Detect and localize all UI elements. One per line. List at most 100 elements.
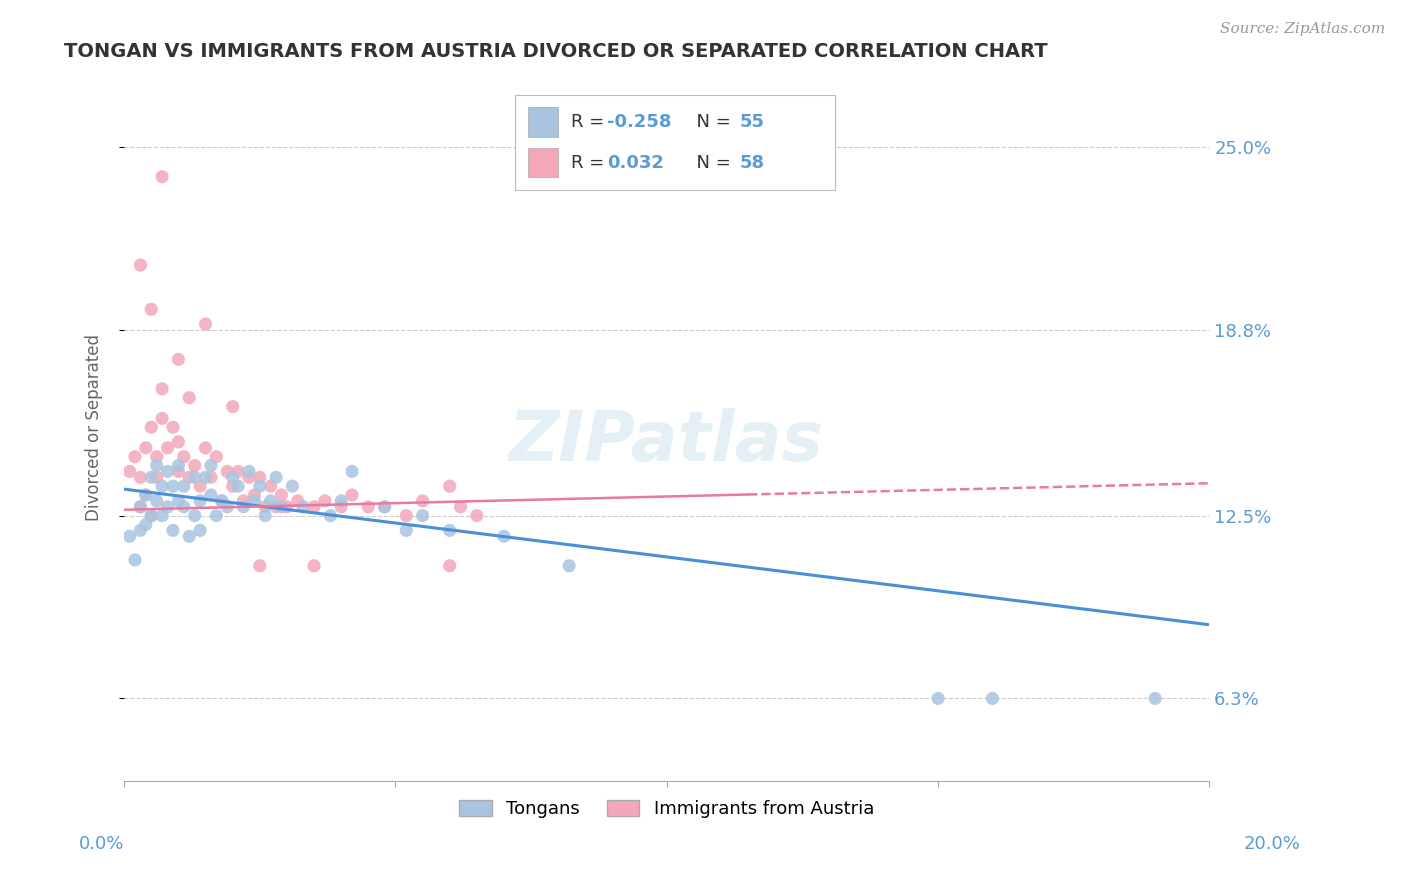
Bar — [527, 107, 558, 137]
Point — [357, 500, 380, 514]
Point — [141, 420, 163, 434]
Point — [302, 500, 325, 514]
Text: N =: N = — [685, 153, 737, 171]
Point — [232, 494, 254, 508]
Point — [217, 465, 239, 479]
Point — [124, 553, 146, 567]
Point — [374, 500, 396, 514]
Text: TONGAN VS IMMIGRANTS FROM AUSTRIA DIVORCED OR SEPARATED CORRELATION CHART: TONGAN VS IMMIGRANTS FROM AUSTRIA DIVORC… — [65, 42, 1047, 61]
Point — [173, 450, 195, 464]
Point — [188, 494, 211, 508]
Point — [150, 411, 173, 425]
Point — [249, 470, 271, 484]
Point — [150, 508, 173, 523]
Point — [150, 479, 173, 493]
Point — [167, 465, 190, 479]
Text: Source: ZipAtlas.com: Source: ZipAtlas.com — [1219, 22, 1385, 37]
Point — [162, 524, 184, 538]
Point — [412, 494, 434, 508]
Point — [129, 500, 152, 514]
Point — [264, 470, 287, 484]
Point — [439, 558, 461, 573]
Y-axis label: Divorced or Separated: Divorced or Separated — [86, 334, 103, 521]
Point — [292, 500, 315, 514]
Point — [249, 479, 271, 493]
Point — [319, 508, 342, 523]
Point — [173, 500, 195, 514]
Text: N =: N = — [685, 113, 737, 131]
Point — [167, 434, 190, 449]
Point — [927, 691, 949, 706]
Point — [287, 494, 309, 508]
FancyBboxPatch shape — [515, 95, 835, 190]
Point — [183, 470, 205, 484]
Point — [179, 391, 201, 405]
Point — [135, 441, 157, 455]
Point — [194, 441, 217, 455]
Point — [439, 479, 461, 493]
Point — [129, 470, 152, 484]
Point — [243, 488, 266, 502]
Point — [179, 529, 201, 543]
Point — [118, 465, 141, 479]
Point — [558, 558, 581, 573]
Text: R =: R = — [571, 153, 616, 171]
Point — [276, 500, 298, 514]
Point — [205, 450, 228, 464]
Point — [145, 494, 167, 508]
Point — [173, 479, 195, 493]
Point — [254, 508, 277, 523]
Point — [439, 524, 461, 538]
Point — [221, 400, 243, 414]
Text: ZIPatlas: ZIPatlas — [509, 408, 824, 475]
Point — [264, 500, 287, 514]
Point — [340, 488, 363, 502]
Point — [167, 494, 190, 508]
Point — [129, 500, 152, 514]
Point — [200, 470, 222, 484]
Point — [141, 508, 163, 523]
Point — [205, 508, 228, 523]
Point — [162, 420, 184, 434]
Point — [150, 382, 173, 396]
Point — [124, 450, 146, 464]
Point — [188, 479, 211, 493]
Point — [211, 494, 233, 508]
Point — [167, 352, 190, 367]
Point — [194, 470, 217, 484]
Point — [211, 494, 233, 508]
Point — [270, 488, 292, 502]
Text: 0.0%: 0.0% — [79, 835, 124, 853]
Point — [374, 500, 396, 514]
Point — [281, 479, 304, 493]
Point — [330, 500, 353, 514]
Point — [183, 458, 205, 473]
Point — [118, 529, 141, 543]
Point — [232, 500, 254, 514]
Point — [162, 479, 184, 493]
Bar — [527, 148, 558, 178]
Point — [450, 500, 472, 514]
Point — [183, 508, 205, 523]
Point — [156, 465, 179, 479]
Point — [259, 479, 281, 493]
Point — [259, 494, 281, 508]
Point — [217, 500, 239, 514]
Point — [150, 169, 173, 184]
Point — [395, 524, 418, 538]
Point — [226, 465, 249, 479]
Point — [129, 524, 152, 538]
Point — [465, 508, 488, 523]
Point — [200, 488, 222, 502]
Text: -0.258: -0.258 — [607, 113, 672, 131]
Point — [188, 524, 211, 538]
Text: 20.0%: 20.0% — [1244, 835, 1301, 853]
Point — [145, 450, 167, 464]
Point — [226, 479, 249, 493]
Point — [194, 317, 217, 331]
Point — [314, 494, 336, 508]
Point — [179, 470, 201, 484]
Point — [135, 488, 157, 502]
Point — [156, 441, 179, 455]
Point — [141, 302, 163, 317]
